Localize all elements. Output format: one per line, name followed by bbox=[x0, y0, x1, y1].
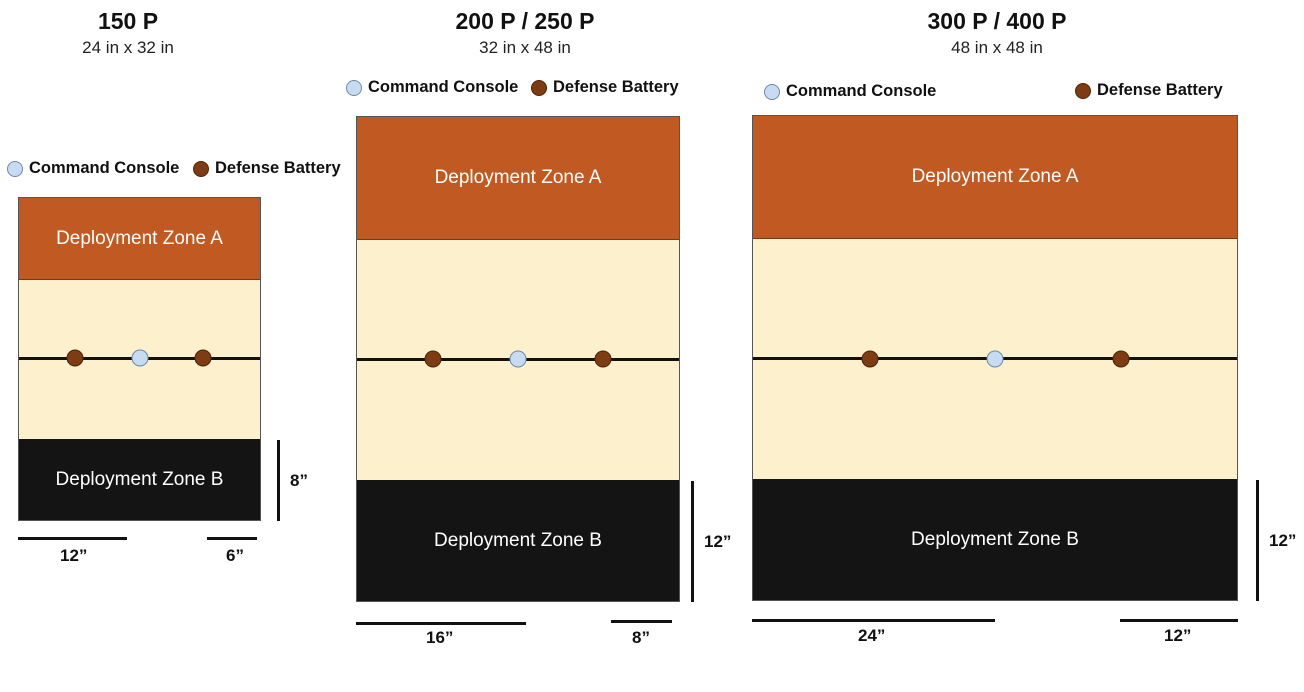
board-1-legend-console: Command Console bbox=[7, 159, 179, 178]
width-marker bbox=[752, 619, 995, 622]
depth-marker bbox=[1256, 480, 1259, 601]
defense-battery-icon bbox=[1112, 350, 1130, 368]
legend-label: Defense Battery bbox=[215, 159, 341, 177]
defense-battery-icon bbox=[424, 350, 442, 368]
depth-label: 8” bbox=[290, 471, 308, 490]
depth-label: 12” bbox=[704, 532, 732, 551]
board-3-title: 300 P / 400 P bbox=[927, 8, 1067, 34]
width-label: 6” bbox=[226, 546, 244, 565]
defense-battery-icon bbox=[194, 349, 212, 367]
board-2-size: 32 in x 48 in bbox=[479, 38, 571, 57]
legend-label: Command Console bbox=[368, 78, 519, 96]
board-1-legend-battery: Defense Battery bbox=[193, 159, 341, 178]
width-marker bbox=[18, 537, 127, 540]
width-label: 8” bbox=[632, 628, 650, 647]
board-2-legend-battery: Defense Battery bbox=[531, 78, 679, 97]
board-1-size: 24 in x 32 in bbox=[82, 38, 174, 57]
defense-battery-icon bbox=[193, 160, 209, 177]
command-console-icon bbox=[986, 350, 1004, 368]
defense-battery-icon bbox=[861, 350, 879, 368]
defense-battery-icon bbox=[531, 79, 547, 96]
board-2-title: 200 P / 250 P bbox=[455, 8, 595, 34]
legend-label: Defense Battery bbox=[1097, 81, 1223, 99]
width-marker bbox=[356, 622, 526, 625]
board-3-legend-console: Command Console bbox=[764, 82, 936, 101]
depth-label: 12” bbox=[1269, 531, 1297, 550]
deployment-zone-a: Deployment Zone A bbox=[19, 198, 260, 280]
legend-label: Defense Battery bbox=[553, 78, 679, 96]
deployment-zone-a: Deployment Zone A bbox=[357, 117, 679, 240]
board-2: Deployment Zone A Deployment Zone B bbox=[356, 116, 680, 602]
deployment-zone-a: Deployment Zone A bbox=[753, 116, 1237, 239]
command-console-icon bbox=[346, 79, 362, 96]
command-console-icon bbox=[131, 349, 149, 367]
width-label: 12” bbox=[1164, 626, 1192, 645]
depth-marker bbox=[691, 481, 694, 602]
depth-marker bbox=[277, 440, 280, 521]
width-label: 12” bbox=[60, 546, 88, 565]
width-label: 16” bbox=[426, 628, 454, 647]
board-1-title: 150 P bbox=[97, 8, 159, 34]
deployment-zone-b: Deployment Zone B bbox=[19, 439, 260, 520]
legend-label: Command Console bbox=[786, 82, 937, 100]
deployment-zone-b: Deployment Zone B bbox=[357, 480, 679, 601]
command-console-icon bbox=[509, 350, 527, 368]
defense-battery-icon bbox=[66, 349, 84, 367]
width-marker bbox=[611, 620, 672, 623]
command-console-icon bbox=[7, 160, 23, 177]
command-console-icon bbox=[764, 83, 780, 100]
width-marker bbox=[207, 537, 257, 540]
board-3: Deployment Zone A Deployment Zone B bbox=[752, 115, 1238, 601]
width-marker bbox=[1120, 619, 1238, 622]
deployment-zone-b: Deployment Zone B bbox=[753, 479, 1237, 600]
board-1: Deployment Zone A Deployment Zone B bbox=[18, 197, 261, 521]
defense-battery-icon bbox=[1075, 82, 1091, 99]
width-label: 24” bbox=[858, 626, 886, 645]
board-2-legend-console: Command Console bbox=[346, 78, 518, 97]
defense-battery-icon bbox=[594, 350, 612, 368]
board-3-legend-battery: Defense Battery bbox=[1075, 81, 1223, 100]
board-3-size: 48 in x 48 in bbox=[951, 38, 1043, 57]
legend-label: Command Console bbox=[29, 159, 180, 177]
